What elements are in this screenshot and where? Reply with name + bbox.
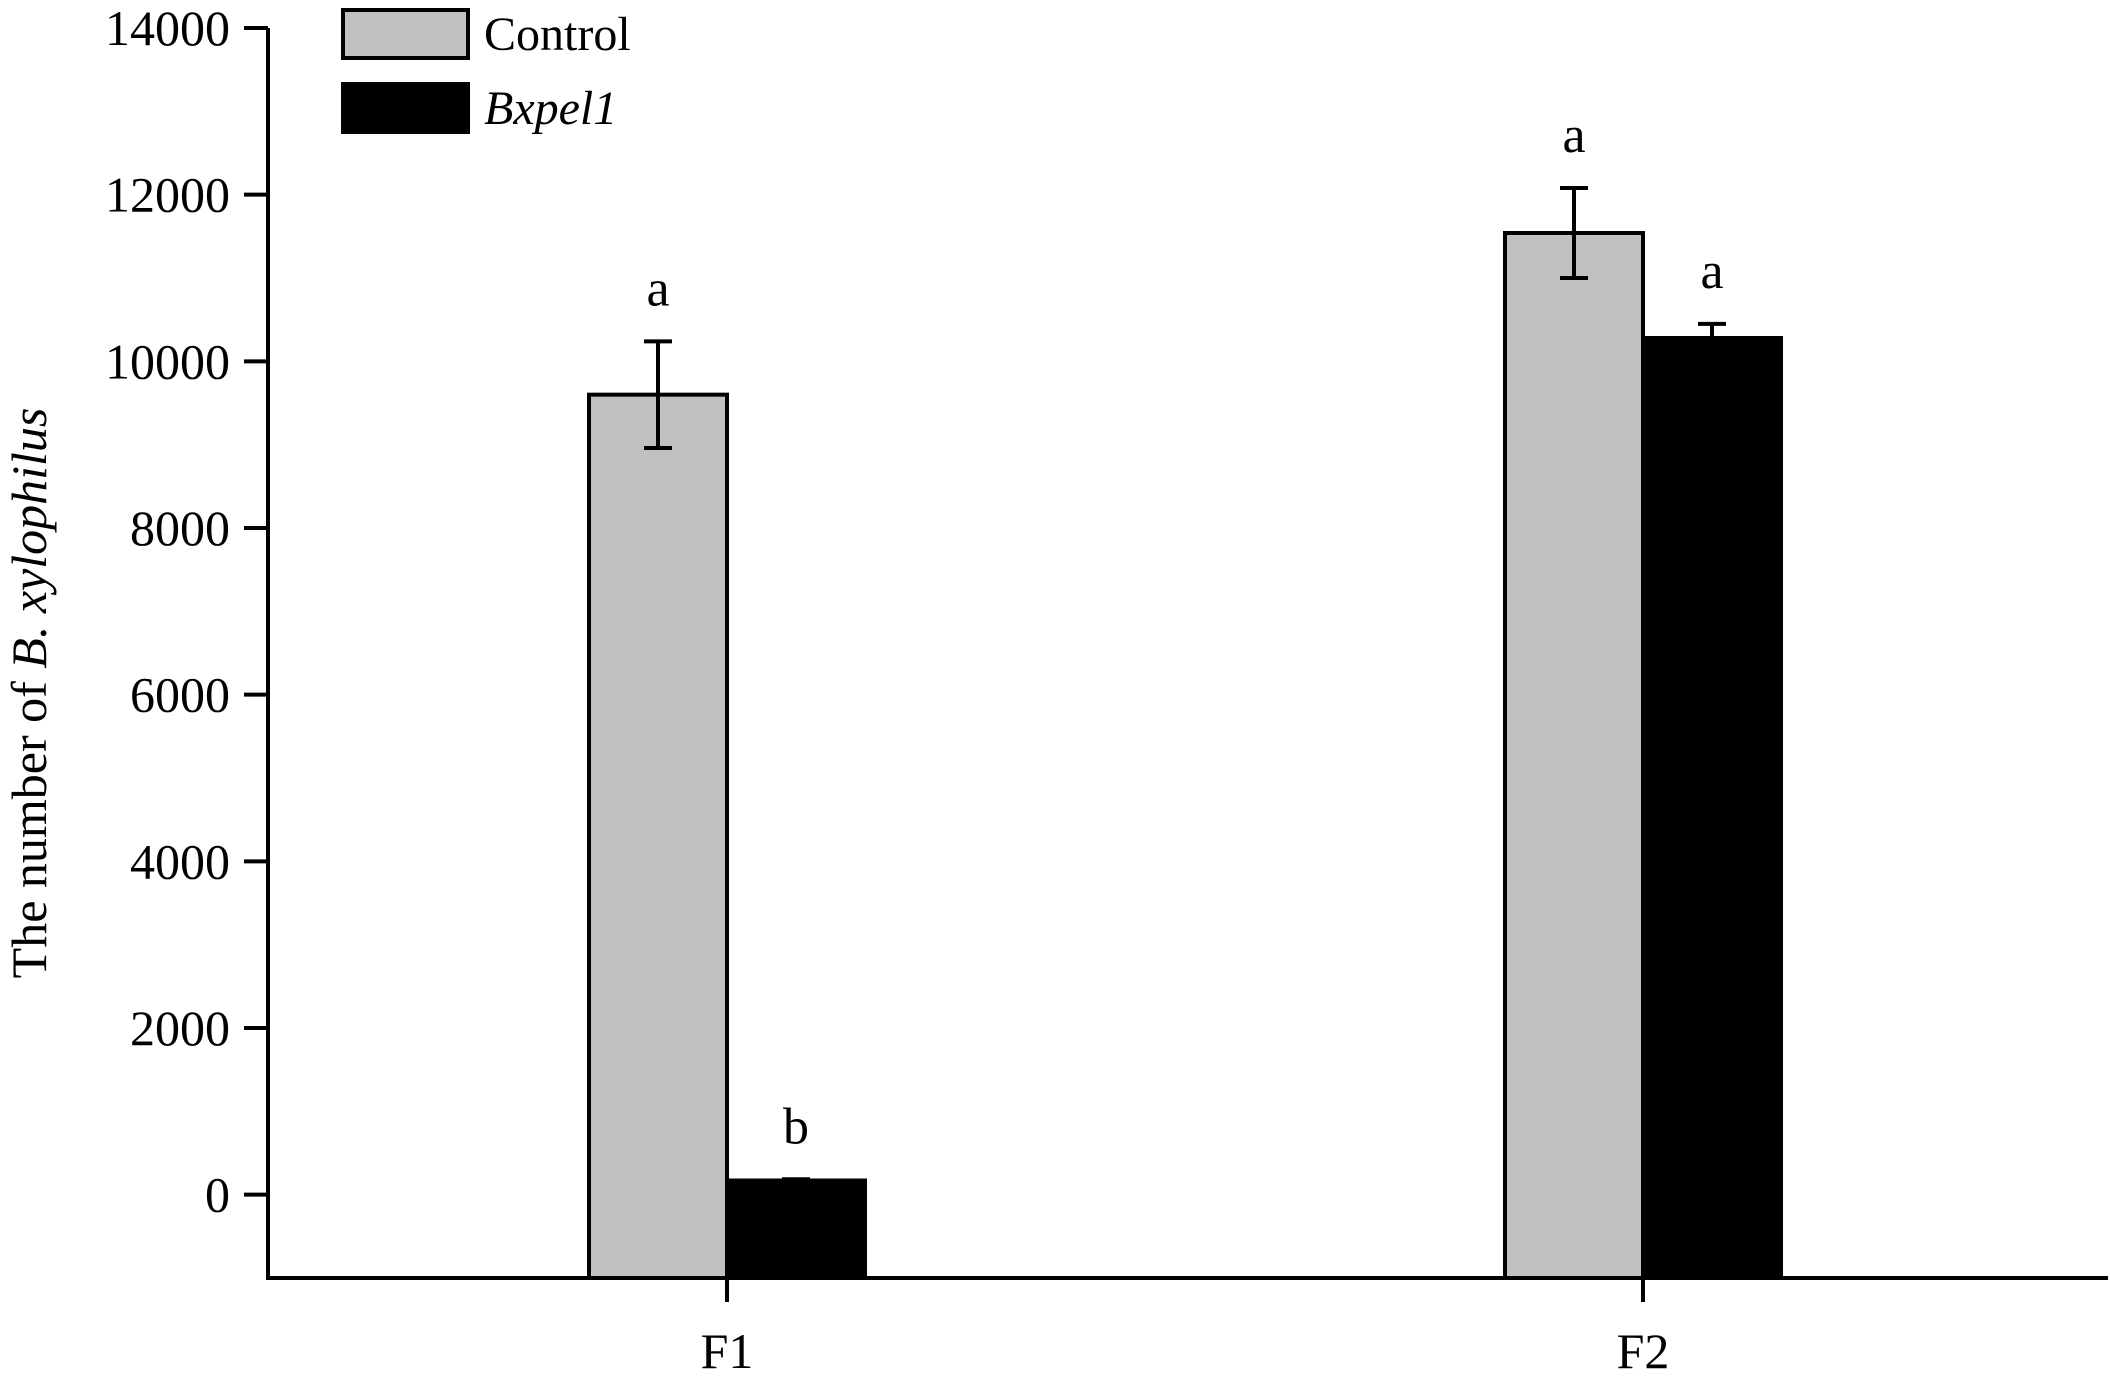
legend: Control Bxpel1 bbox=[341, 8, 631, 135]
y-tick-label: 10000 bbox=[105, 333, 230, 389]
bar-control-f2 bbox=[1503, 231, 1645, 1280]
x-tick-label: F1 bbox=[701, 1323, 754, 1379]
significance-label: a bbox=[1700, 243, 1723, 300]
legend-swatch bbox=[341, 82, 470, 134]
legend-label: Bxpel1 bbox=[484, 82, 617, 135]
y-tick-label: 6000 bbox=[130, 667, 230, 723]
y-tick-label: 8000 bbox=[130, 500, 230, 556]
y-axis-ticks: 0 2000 4000 6000 8000 10000 12000 14000 bbox=[105, 0, 268, 1223]
bars bbox=[587, 231, 1783, 1280]
significance-labels: a a b a bbox=[646, 107, 1723, 1155]
x-tick-label: F2 bbox=[1617, 1323, 1670, 1379]
error-bars bbox=[644, 186, 1726, 1184]
significance-label: a bbox=[1562, 107, 1585, 164]
y-tick-label: 4000 bbox=[130, 833, 230, 889]
significance-label: a bbox=[646, 260, 669, 317]
bar-bxpel1-f1 bbox=[725, 1178, 867, 1280]
bar-control-f1 bbox=[587, 392, 729, 1280]
y-tick-label: 12000 bbox=[105, 167, 230, 223]
bar-bxpel1-f2 bbox=[1641, 336, 1783, 1280]
significance-label: b bbox=[783, 1098, 809, 1155]
y-tick-label: 14000 bbox=[105, 0, 230, 56]
legend-label: Control bbox=[484, 8, 631, 61]
y-axis-title: The number of B. xylophilus bbox=[1, 408, 57, 979]
legend-swatch bbox=[341, 8, 470, 60]
y-tick-label: 2000 bbox=[130, 1000, 230, 1056]
y-tick-label: 0 bbox=[205, 1167, 230, 1223]
x-axis-ticks: F1 F2 bbox=[701, 1278, 1670, 1379]
